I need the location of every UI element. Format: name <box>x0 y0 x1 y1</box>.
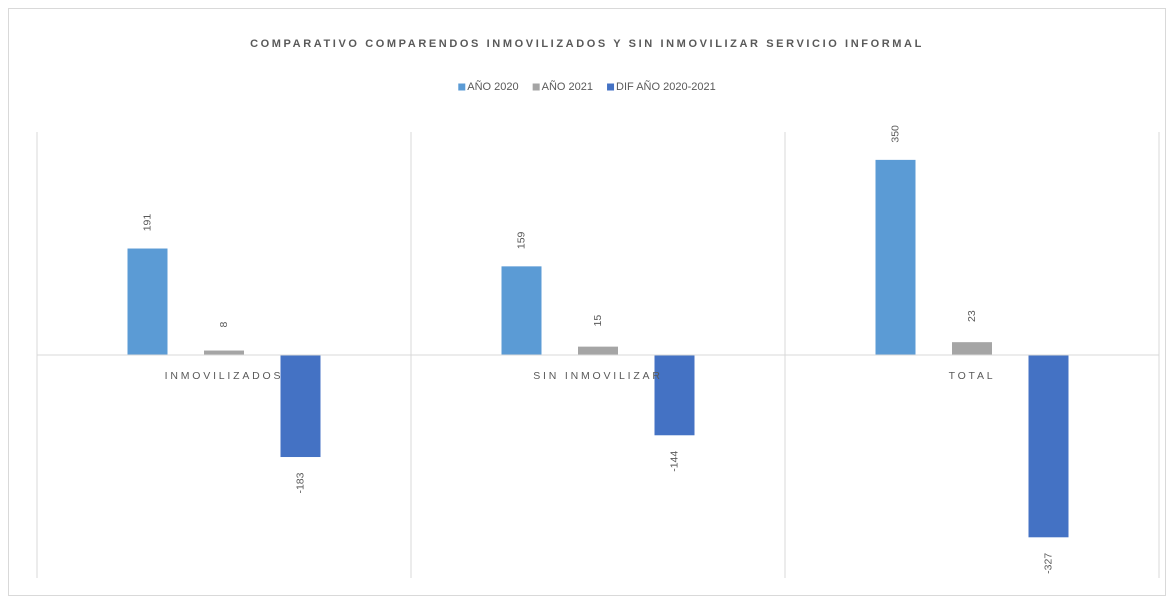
legend-label: AÑO 2020 <box>467 80 518 93</box>
data-label: 8 <box>218 321 230 327</box>
bar <box>501 266 542 355</box>
data-label: 15 <box>592 315 604 327</box>
data-label: -327 <box>1042 553 1054 574</box>
legend-swatch <box>532 83 540 91</box>
data-label: 191 <box>141 214 153 232</box>
x-tick-label: INMOVILIZADOS <box>165 370 284 382</box>
x-tick-label: SIN INMOVILIZAR <box>533 370 663 382</box>
data-label: 23 <box>966 310 978 322</box>
legend-swatch <box>458 83 466 91</box>
bar <box>875 159 916 355</box>
legend-label: AÑO 2021 <box>542 80 593 93</box>
bar <box>654 355 695 436</box>
chart-title: COMPARATIVO COMPARENDOS INMOVILIZADOS Y … <box>250 38 924 50</box>
bar <box>280 355 321 458</box>
data-label: 159 <box>515 231 527 249</box>
data-label: -183 <box>294 472 306 493</box>
legend-swatch <box>607 83 615 91</box>
bar <box>952 342 992 355</box>
bar <box>578 346 618 355</box>
data-label: -144 <box>668 451 680 472</box>
bar <box>1028 355 1069 538</box>
data-label: 350 <box>889 125 901 143</box>
x-tick-label: TOTAL <box>949 370 996 382</box>
bar <box>127 248 168 355</box>
bar <box>204 350 244 355</box>
chart-border <box>8 8 1166 596</box>
legend-label: DIF AÑO 2020-2021 <box>616 80 716 93</box>
